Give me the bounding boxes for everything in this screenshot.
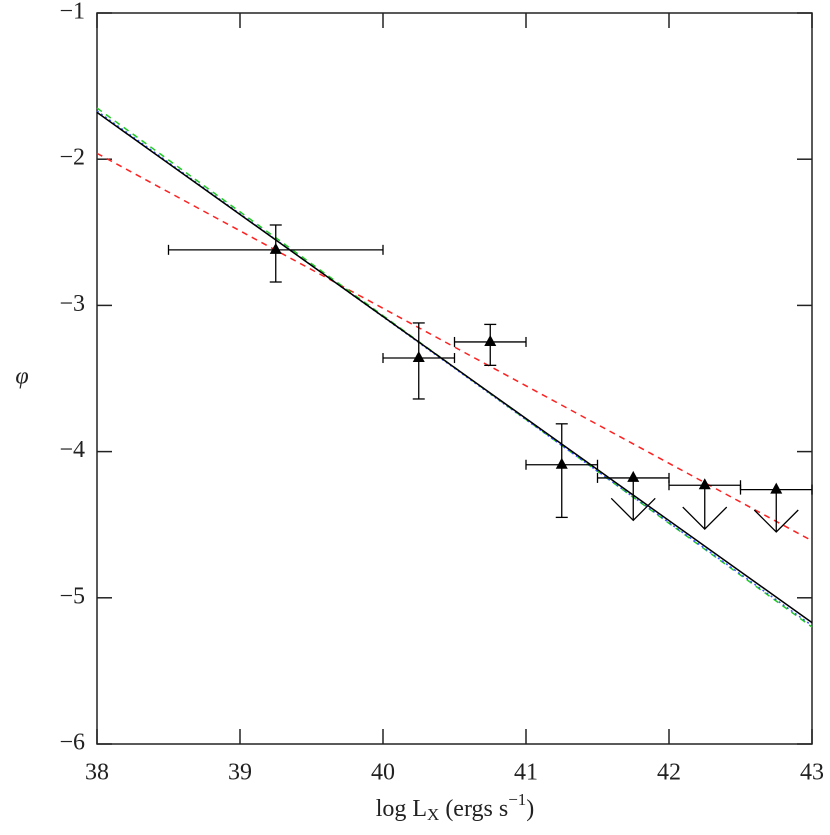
data-point: [484, 334, 497, 346]
x-label-sub: X: [427, 805, 439, 824]
y-tick-label: −4: [59, 437, 85, 463]
data-point: [555, 457, 568, 469]
x-tick-label: 43: [800, 760, 824, 786]
data-point: [269, 242, 282, 254]
upper-limit-head: [682, 506, 728, 531]
y-tick-label: −2: [59, 145, 85, 171]
x-label-end: ): [526, 796, 534, 822]
y-axis-label: φ: [15, 364, 28, 390]
y-tick-label: −3: [59, 291, 85, 317]
x-tick-label: 38: [85, 760, 109, 786]
fit-line: [96, 152, 813, 542]
x-tick-label: 42: [657, 760, 681, 786]
data-point: [627, 470, 640, 482]
x-tick-label: 40: [371, 760, 395, 786]
x-label-main: log L: [376, 796, 427, 822]
y-tick-label: −6: [59, 730, 85, 756]
data-point: [698, 478, 711, 490]
fit-line: [96, 111, 813, 624]
y-tick-label: −5: [59, 583, 85, 609]
x-axis-label: log LX (ergs s−1): [376, 790, 535, 824]
data-point: [770, 482, 783, 494]
plot-frame: [96, 12, 813, 745]
x-tick-label: 39: [228, 760, 252, 786]
y-tick-label: −1: [59, 0, 85, 25]
data-point: [412, 351, 425, 363]
x-label-sup: −1: [508, 790, 526, 809]
upper-limit-head: [610, 497, 656, 522]
x-tick-label: 41: [514, 760, 538, 786]
x-label-mid: (ergs s: [439, 796, 508, 822]
upper-limit-head: [753, 509, 799, 533]
